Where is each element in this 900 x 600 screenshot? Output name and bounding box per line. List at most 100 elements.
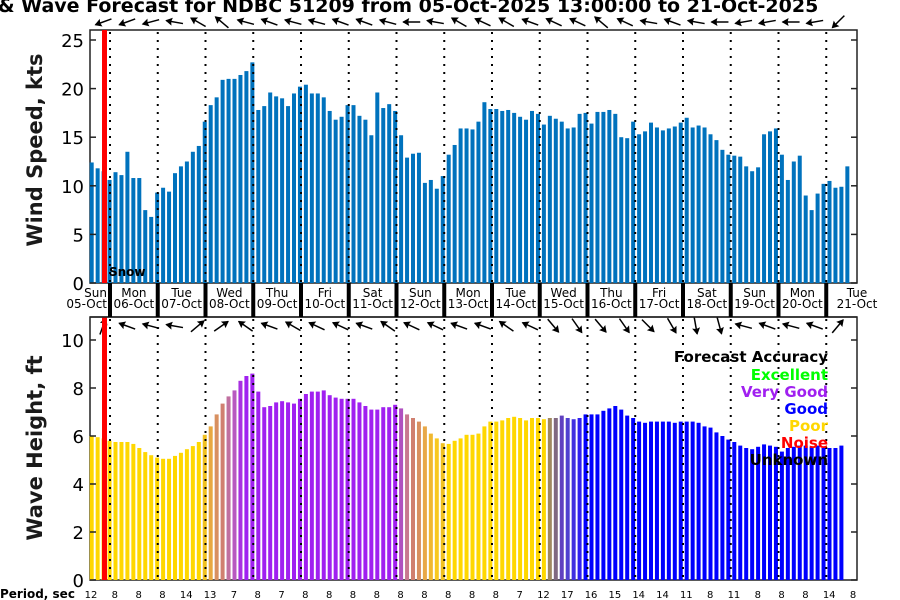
bar (649, 122, 653, 284)
bar (524, 420, 529, 580)
legend-entry: Excellent (751, 366, 828, 384)
y-tick-label: 10 (61, 331, 84, 352)
bar (303, 394, 308, 580)
arrow-head (781, 321, 790, 330)
bar (399, 408, 404, 580)
arrow-head (692, 327, 701, 335)
day-separator (442, 283, 447, 317)
bar (589, 123, 594, 283)
day-separator (490, 283, 494, 317)
bar (321, 97, 326, 284)
wave-panel: 0 2 4 6 8 10 (61, 316, 858, 592)
direction-arrow-icon (402, 18, 421, 26)
direction-arrow-icon (616, 17, 634, 27)
bar (137, 448, 142, 580)
bar (333, 397, 338, 580)
direction-arrow-icon (308, 321, 325, 331)
day-date: 14-Oct (496, 297, 537, 311)
bar (149, 455, 154, 580)
bar (821, 448, 826, 580)
period-value: 8 (135, 590, 141, 600)
arrow-head (118, 321, 127, 330)
bar (422, 426, 427, 580)
bar (672, 126, 677, 284)
bar (351, 398, 356, 580)
bar (654, 421, 659, 580)
bar (524, 119, 529, 283)
period-value: 8 (112, 590, 118, 600)
bar (690, 127, 695, 283)
bar (333, 119, 338, 283)
legend-entry: Noise (781, 434, 828, 452)
arrow-head (498, 17, 507, 25)
bar (797, 445, 802, 580)
arrow-head (836, 319, 844, 328)
bar (309, 391, 314, 580)
arrow-head (599, 324, 607, 333)
period-value: 14 (180, 590, 193, 600)
bar (482, 102, 487, 283)
bar (446, 443, 451, 580)
bar (375, 409, 380, 580)
bar (387, 407, 392, 580)
y-tick-label: 25 (61, 31, 84, 52)
bar (411, 418, 415, 580)
day-name: Tue (170, 286, 192, 300)
y-tick-label: 10 (61, 177, 84, 198)
arrow-head (402, 18, 410, 26)
bar (440, 176, 445, 283)
day-date: 15-Oct (543, 297, 584, 311)
y-tick-label: 0 (73, 571, 84, 592)
bar (208, 426, 213, 580)
day-name: Thu (599, 286, 623, 300)
period-value: 8 (755, 590, 761, 600)
direction-arrow-icon (498, 320, 514, 332)
now-marker-label: Snow (109, 265, 146, 279)
bar (452, 144, 457, 283)
bar (827, 448, 832, 580)
direction-arrow-icon (569, 17, 586, 27)
direction-arrow-icon (781, 321, 800, 330)
day-date: 08-Oct (209, 297, 250, 311)
period-value: 14 (823, 590, 836, 600)
day-name: Mon (121, 286, 146, 300)
bar (625, 138, 630, 283)
chart-title: & Wave Forecast for NDBC 51209 from 05-O… (0, 0, 818, 17)
bar (607, 408, 612, 580)
bar (839, 186, 844, 283)
arrow-head (284, 321, 293, 329)
arrow-head (283, 17, 292, 26)
bar (577, 418, 582, 580)
bar (155, 457, 160, 580)
arrow-head (758, 321, 767, 330)
day-name: Mon (790, 286, 815, 300)
bar (678, 122, 683, 284)
arrow-head (663, 17, 672, 26)
bar (696, 125, 701, 283)
arrow-head (521, 17, 530, 26)
bar (351, 105, 356, 284)
arrow-head (646, 324, 655, 333)
bar (446, 154, 451, 283)
y-tick-label: 0 (73, 274, 84, 295)
direction-arrow-icon (805, 18, 824, 27)
period-value: 8 (302, 590, 308, 600)
day-separator (251, 283, 256, 317)
arrow-head (569, 17, 578, 25)
direction-arrow-icon (663, 17, 681, 26)
bar (791, 446, 796, 580)
bar (232, 78, 237, 283)
bar (345, 105, 350, 284)
arrow-head (450, 17, 459, 25)
bar (541, 124, 546, 284)
bar (666, 128, 671, 283)
direction-arrow-icon (260, 17, 278, 26)
bar (292, 403, 296, 580)
bar (286, 402, 291, 580)
arrow-head (403, 321, 412, 329)
period-value: 8 (397, 590, 403, 600)
bar (791, 161, 796, 283)
arrow-head (220, 320, 229, 329)
bar (553, 118, 558, 284)
direction-arrow-icon (734, 321, 753, 330)
